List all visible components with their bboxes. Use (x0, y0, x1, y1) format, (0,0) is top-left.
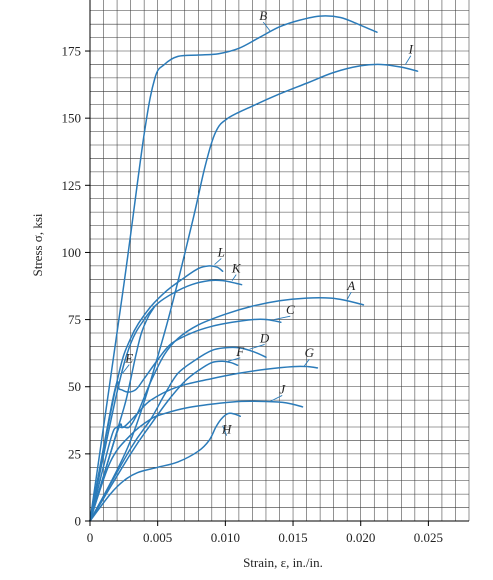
y-tick-label: 100 (62, 245, 82, 260)
curve-E (89, 305, 156, 522)
label-leader-B (262, 21, 271, 32)
x-tick-label: 0.015 (278, 530, 307, 545)
x-tick-labels: 0 0.005 0.010 0.015 0.020 0.025 (87, 530, 443, 545)
curve-K (89, 279, 243, 522)
curve-label-F: F (235, 344, 245, 359)
y-tick-label: 175 (62, 44, 82, 59)
chart-grid (89, 0, 470, 522)
label-leader-I (404, 55, 412, 65)
curve-label-C: C (286, 302, 295, 317)
curve-C (89, 318, 282, 522)
y-tick-label: 50 (68, 379, 81, 394)
chart-axes (85, 0, 469, 526)
curve-G (89, 365, 319, 522)
y-tick-label: 150 (62, 111, 82, 126)
x-tick-label: 0.020 (346, 530, 375, 545)
curve-H (89, 412, 241, 522)
curve-F (89, 360, 239, 522)
x-tick-label: 0 (87, 530, 94, 545)
curve-label-K: K (231, 261, 242, 276)
label-leader-L (214, 258, 222, 265)
label-leader-A (346, 291, 352, 300)
curve-label-E: E (124, 351, 133, 366)
curve-label-H: H (221, 422, 232, 437)
curve-labels: B I LK A C D E F G J H (122, 8, 414, 437)
curve-label-L: L (217, 244, 225, 259)
curve-label-G: G (305, 345, 315, 360)
y-tick-labels: 0 25 50 75 100 125 150 175 (62, 44, 82, 529)
x-tick-label: 0.025 (414, 530, 443, 545)
y-axis-label: Stress σ, ksi (30, 213, 45, 276)
y-tick-label: 125 (62, 178, 82, 193)
x-tick-label: 0.010 (211, 530, 240, 545)
curve-B (89, 15, 378, 522)
label-leader-F (227, 357, 241, 362)
curve-D (89, 346, 267, 522)
curve-label-D: D (259, 330, 270, 345)
y-tick-label: 75 (68, 312, 81, 327)
curve-label-A: A (346, 278, 355, 293)
chart-curves (89, 15, 419, 522)
curve-label-J: J (279, 381, 286, 396)
label-leader-H (222, 425, 228, 436)
label-leader-G (303, 358, 310, 367)
y-tick-label: 0 (75, 514, 82, 529)
curve-I (89, 63, 419, 522)
y-tick-label: 25 (68, 446, 81, 461)
curve-A (89, 297, 365, 522)
x-axis-label: Strain, ε, in./in. (243, 555, 323, 570)
x-tick-label: 0.005 (143, 530, 172, 545)
curve-L (89, 265, 224, 522)
curve-label-I: I (408, 42, 414, 57)
label-leader-J (269, 395, 283, 402)
curve-J (89, 400, 304, 522)
label-leader-K (231, 274, 237, 281)
label-leader-E (122, 364, 130, 374)
curve-label-B: B (259, 8, 267, 23)
label-leader-C (273, 315, 291, 321)
label-leader-D (249, 343, 265, 350)
